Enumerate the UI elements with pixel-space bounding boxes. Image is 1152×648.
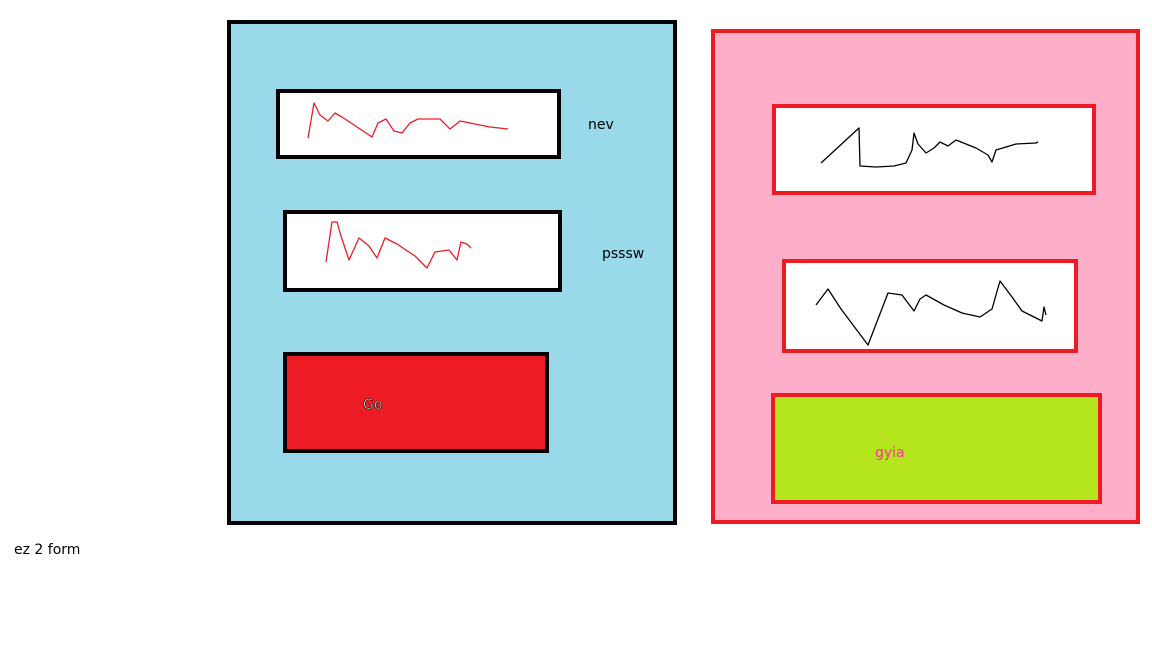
gyia-button[interactable]: gyia [771,393,1102,504]
username-field[interactable] [276,89,561,159]
go-button-label: Go [363,397,383,413]
footer-caption: ez 2 form [14,542,81,558]
right-username-field[interactable] [772,104,1096,195]
password-field[interactable] [283,210,562,292]
right-password-field[interactable] [782,259,1078,353]
right-username-scribble [820,127,1039,168]
username-label: nev [588,117,614,133]
password-label: psssw [602,246,645,262]
gyia-button-label: gyia [875,445,905,461]
username-scribble [307,102,509,139]
go-button[interactable]: Go [283,352,549,453]
right-password-scribble [815,280,1047,346]
password-scribble [325,221,472,269]
